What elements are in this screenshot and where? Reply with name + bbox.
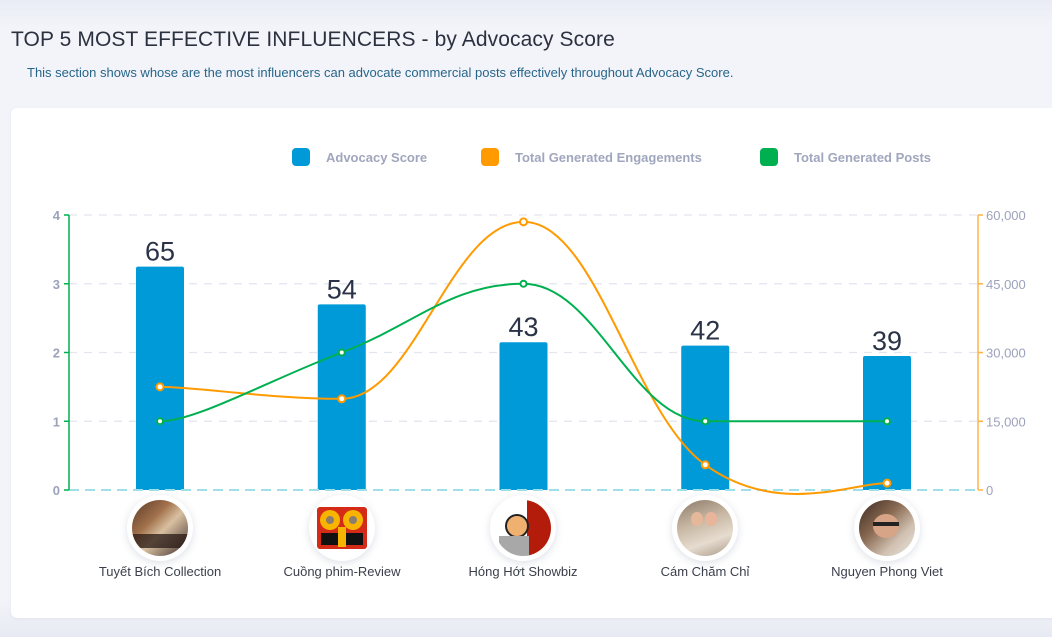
avatar-cuong-phim[interactable] (309, 495, 375, 561)
legend-item-posts[interactable]: Total Generated Posts (760, 148, 931, 166)
page-title: TOP 5 MOST EFFECTIVE INFLUENCERS - by Ad… (11, 28, 615, 51)
point-engagements (337, 394, 347, 404)
category-label[interactable]: Nguyen Phong Viet (831, 564, 943, 579)
y-left-tick-label: 4 (53, 208, 61, 223)
avatar-cam-cham-chi[interactable] (672, 495, 738, 561)
category-label[interactable]: Cám Chăm Chỉ (660, 564, 750, 579)
category-label[interactable]: Tuyết Bích Collection (98, 564, 222, 579)
y-right-tick-label: 60,000 (986, 208, 1026, 223)
bar-data-label: 42 (690, 316, 720, 346)
point-posts (337, 348, 346, 357)
category-label[interactable]: Hóng Hớt Showbiz (468, 564, 578, 579)
point-engagements (882, 478, 892, 488)
bar-data-label: 43 (508, 312, 538, 342)
page-description: This section shows whose are the most in… (27, 65, 734, 80)
point-engagements (519, 217, 528, 227)
avatar-image (677, 500, 733, 556)
legend-label: Total Generated Engagements (515, 149, 702, 165)
avatar-hong-hot[interactable] (490, 495, 556, 561)
point-posts (156, 417, 164, 426)
avatar-tuyet-bich[interactable] (127, 495, 193, 561)
y-left-tick-label: 0 (53, 483, 60, 498)
avatar-image (132, 500, 188, 556)
y-right-tick-label: 15,000 (986, 414, 1026, 429)
point-posts (701, 417, 710, 426)
avatar-image (859, 500, 915, 556)
point-engagements (155, 382, 165, 392)
y-left-tick-label: 2 (53, 346, 60, 361)
point-posts (519, 279, 528, 288)
y-right-tick-label: 30,000 (986, 346, 1026, 361)
legend-swatch-engagements (481, 148, 499, 166)
point-posts (883, 417, 891, 426)
legend-label: Advocacy Score (326, 149, 428, 165)
avatar-nguyen-phong-viet[interactable] (854, 495, 920, 561)
legend-item-engagements[interactable]: Total Generated Engagements (481, 148, 702, 166)
y-right-tick-label: 45,000 (986, 277, 1026, 292)
y-left-tick-label: 1 (53, 414, 60, 429)
bar-data-label: 54 (327, 274, 357, 304)
bar-data-label: 65 (145, 237, 175, 267)
point-engagements (700, 460, 710, 470)
legend-swatch-advocacy (292, 148, 310, 166)
bar-advocacy-score (499, 342, 548, 490)
y-right-tick-label: 0 (986, 483, 993, 498)
legend-swatch-posts (760, 148, 778, 166)
legend-label: Total Generated Posts (794, 149, 932, 165)
avatar-image (317, 507, 367, 549)
bar-data-label: 39 (872, 326, 902, 356)
category-label[interactable]: Cuồng phim-Review (283, 564, 401, 579)
bar-advocacy-score (136, 266, 184, 490)
legend-item-advocacy-score[interactable]: Advocacy Score (292, 148, 427, 166)
y-left-tick-label: 3 (53, 277, 60, 292)
avatar-image (495, 500, 551, 556)
